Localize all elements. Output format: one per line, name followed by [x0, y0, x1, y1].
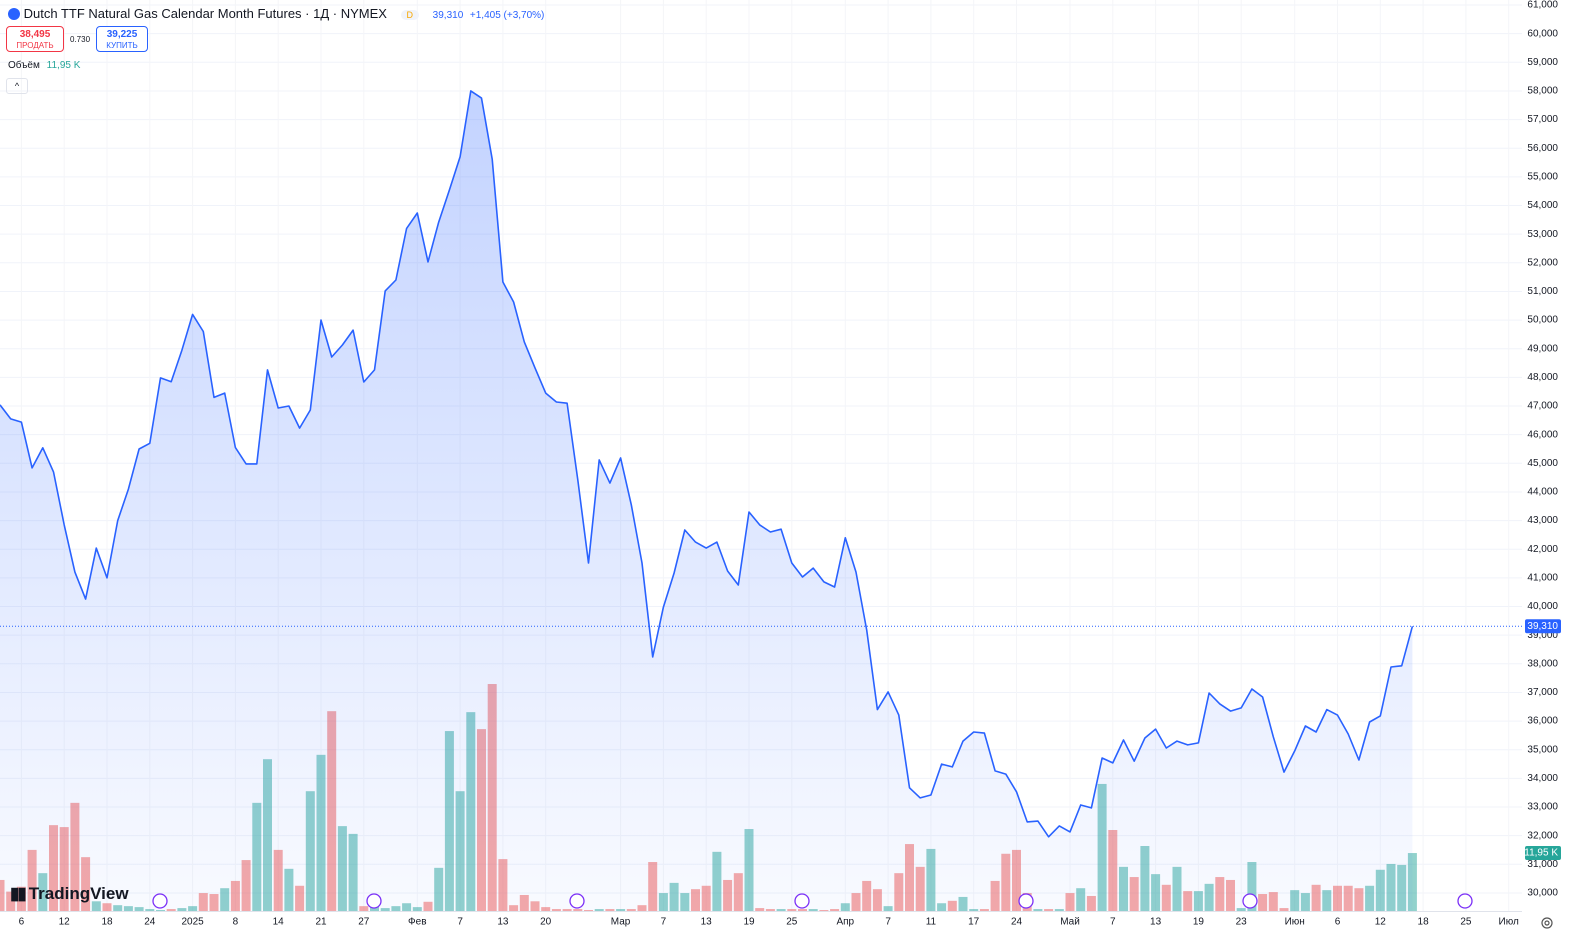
y-tick-label: 53,000 — [1527, 229, 1558, 240]
buy-label: КУПИТЬ — [106, 41, 138, 50]
x-tick-label: 21 — [315, 917, 327, 928]
x-tick-label: 25 — [786, 917, 798, 928]
sell-label: ПРОДАТЬ — [16, 41, 54, 50]
settings-icon[interactable] — [1541, 917, 1553, 929]
last-price-label: 39,310 — [1527, 621, 1558, 632]
last-price: 39,310 — [432, 10, 464, 21]
y-tick-label: 43,000 — [1527, 515, 1558, 526]
x-tick-label: 7 — [1110, 917, 1116, 928]
price-line — [0, 90, 1414, 838]
sell-button[interactable]: 38,495 ПРОДАТЬ — [6, 26, 64, 52]
x-tick-label: 8 — [233, 917, 239, 928]
spread: 0.730 — [70, 35, 91, 44]
y-tick-label: 52,000 — [1527, 257, 1558, 268]
y-tick-label: 49,000 — [1527, 343, 1558, 354]
x-tick-label: 23 — [1236, 917, 1248, 928]
x-tick-label: 18 — [1418, 917, 1430, 928]
x-tick-label: 7 — [885, 917, 891, 928]
x-tick-label: 2025 — [181, 917, 204, 928]
y-tick-label: 38,000 — [1527, 658, 1558, 669]
x-tick-label: 13 — [497, 917, 509, 928]
y-tick-label: 45,000 — [1527, 458, 1558, 469]
x-tick-label: Мар — [611, 917, 631, 928]
x-tick-label: Фев — [408, 917, 426, 928]
sell-price: 38,495 — [19, 29, 51, 40]
x-tick-label: 6 — [19, 917, 25, 928]
y-tick-label: 60,000 — [1527, 28, 1558, 39]
y-tick-label: 54,000 — [1527, 200, 1558, 211]
y-tick-label: 30,000 — [1527, 888, 1558, 899]
y-tick-label: 34,000 — [1527, 773, 1558, 784]
y-tick-label: 56,000 — [1527, 143, 1558, 154]
x-tick-label: 12 — [1375, 917, 1387, 928]
y-tick-label: 55,000 — [1527, 172, 1558, 183]
volume-badge — [1525, 846, 1561, 861]
y-tick-label: 35,000 — [1527, 744, 1558, 755]
x-tick-label: 24 — [1011, 917, 1023, 928]
buy-button[interactable]: 39,225 КУПИТЬ — [96, 26, 148, 52]
y-tick-label: 48,000 — [1527, 372, 1558, 383]
y-tick-label: 39,000 — [1527, 630, 1558, 641]
watermark: ▮▮ TradingView — [10, 884, 129, 904]
x-tick-label: Июн — [1285, 917, 1305, 928]
y-tick-label: 36,000 — [1527, 716, 1558, 727]
y-tick-label: 51,000 — [1527, 286, 1558, 297]
watermark-logo: ▮▮ — [10, 884, 27, 903]
symbol-title[interactable]: Dutch TTF Natural Gas Calendar Month Fut… — [23, 6, 387, 21]
x-tick-label: 24 — [144, 917, 156, 928]
y-tick-label: 59,000 — [1527, 57, 1558, 68]
symbol-icon — [8, 8, 20, 20]
y-tick-label: 41,000 — [1527, 573, 1558, 584]
x-tick-label: 12 — [59, 917, 71, 928]
y-tick-label: 42,000 — [1527, 544, 1558, 555]
x-tick-label: 7 — [457, 917, 463, 928]
x-tick-label: 13 — [1150, 917, 1162, 928]
volume-value: 11,95 K — [46, 60, 81, 71]
y-tick-label: 47,000 — [1527, 401, 1558, 412]
y-tick-label: 32,000 — [1527, 830, 1558, 841]
x-tick-label: Апр — [836, 917, 854, 928]
x-tick-label: 18 — [101, 917, 113, 928]
price-area — [0, 90, 1413, 911]
last-price-badge — [1525, 619, 1561, 634]
x-tick-label: 17 — [968, 917, 980, 928]
x-tick-label: 25 — [1460, 917, 1472, 928]
y-tick-label: 50,000 — [1527, 315, 1558, 326]
buy-price: 39,225 — [106, 29, 138, 40]
x-tick-label: 13 — [701, 917, 713, 928]
x-tick-label: 27 — [358, 917, 370, 928]
y-tick-label: 40,000 — [1527, 601, 1558, 612]
x-tick-label: Май — [1060, 917, 1080, 928]
volume-badge-label: 11,95 K — [1524, 848, 1558, 859]
event-icons — [152, 893, 1473, 909]
volume-legend: Объём 11,95 K — [8, 60, 80, 71]
y-tick-label: 31,000 — [1527, 859, 1558, 870]
x-tick-label: 19 — [743, 917, 755, 928]
x-tick-label: 11 — [926, 917, 937, 928]
y-tick-label: 58,000 — [1527, 86, 1558, 97]
x-tick-label: 6 — [1335, 917, 1341, 928]
x-tick-label: 14 — [273, 917, 285, 928]
x-tick-label: Июл — [1499, 917, 1519, 928]
y-tick-label: 44,000 — [1527, 487, 1558, 498]
y-tick-label: 46,000 — [1527, 429, 1558, 440]
y-tick-label: 57,000 — [1527, 114, 1558, 125]
watermark-text: TradingView — [28, 884, 129, 903]
y-tick-label: 33,000 — [1527, 802, 1558, 813]
y-tick-label: 37,000 — [1527, 687, 1558, 698]
x-tick-label: 19 — [1193, 917, 1205, 928]
volume-name: Объём — [8, 60, 40, 71]
x-tick-label: 7 — [661, 917, 667, 928]
price-change: +1,405 (+3,70%) — [469, 10, 545, 21]
interval-badge[interactable]: D — [400, 10, 420, 20]
symbol-header: Dutch TTF Natural Gas Calendar Month Fut… — [8, 6, 544, 21]
x-tick-label: 20 — [540, 917, 552, 928]
collapse-button[interactable]: ^ — [6, 78, 28, 94]
y-tick-label: 61,000 — [1527, 0, 1558, 11]
